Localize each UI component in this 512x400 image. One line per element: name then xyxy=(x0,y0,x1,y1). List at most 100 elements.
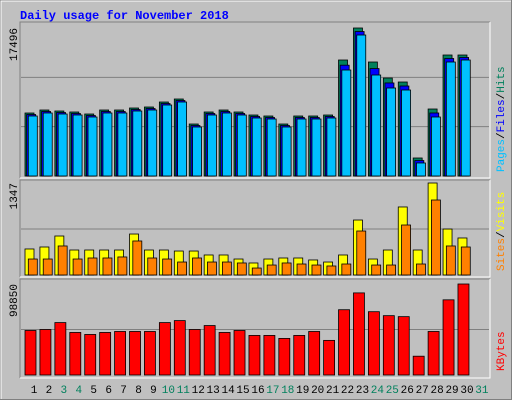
bar xyxy=(203,325,216,376)
x-tick-label: 16 xyxy=(251,385,264,397)
legend: Sites/Visits xyxy=(496,192,508,271)
bar xyxy=(42,258,53,276)
bar xyxy=(158,322,171,376)
bar xyxy=(460,59,471,177)
x-tick-label: 28 xyxy=(431,385,444,397)
bar xyxy=(401,89,411,177)
bar xyxy=(356,34,367,177)
bar xyxy=(281,126,292,177)
x-tick-label: 20 xyxy=(311,385,324,397)
bar xyxy=(251,267,262,276)
bar xyxy=(87,257,98,276)
legend-separator: / xyxy=(496,132,508,139)
bar xyxy=(236,262,247,276)
bar xyxy=(431,199,441,276)
bar xyxy=(233,330,246,376)
bar xyxy=(144,331,156,376)
bar xyxy=(442,299,455,376)
bar xyxy=(54,322,67,376)
bar xyxy=(382,315,395,376)
bar xyxy=(326,265,337,276)
bar xyxy=(278,338,291,376)
bar xyxy=(87,116,98,177)
legend: Pages/Files/Hits xyxy=(496,66,508,172)
bar xyxy=(162,258,173,276)
bar xyxy=(207,114,217,177)
bar xyxy=(102,112,113,177)
bar xyxy=(353,292,365,376)
bar xyxy=(296,263,307,276)
bar xyxy=(39,329,52,376)
bar xyxy=(248,335,261,376)
legend-entry: Hits xyxy=(496,66,508,92)
bar xyxy=(281,262,292,276)
bar xyxy=(72,258,83,276)
bar xyxy=(188,329,201,376)
legend-separator: / xyxy=(496,93,508,100)
bar xyxy=(147,109,158,177)
x-tick-label: 9 xyxy=(150,385,157,397)
x-tick-label: 5 xyxy=(90,385,97,397)
bar xyxy=(445,245,456,276)
bar xyxy=(338,309,350,376)
x-tick-label: 18 xyxy=(281,385,294,397)
bar xyxy=(371,74,382,177)
bar xyxy=(72,114,83,177)
bar xyxy=(24,330,37,376)
bar xyxy=(27,258,38,276)
bar xyxy=(311,118,322,177)
x-tick-label: 24 xyxy=(371,385,385,397)
bar xyxy=(356,230,367,276)
bar xyxy=(445,61,456,177)
x-tick-label: 17 xyxy=(266,385,279,397)
bar xyxy=(132,110,143,177)
chart-title: Daily usage for November 2018 xyxy=(20,9,229,23)
bar xyxy=(57,113,68,177)
x-tick-label: 4 xyxy=(75,385,82,397)
bar xyxy=(221,112,232,177)
bar xyxy=(311,264,322,276)
x-tick-label: 7 xyxy=(120,385,127,397)
bar xyxy=(207,261,217,276)
bar xyxy=(117,256,128,276)
x-tick-label: 6 xyxy=(105,385,112,397)
x-tick-label: 26 xyxy=(401,385,414,397)
bar xyxy=(401,224,411,276)
bar xyxy=(192,126,202,177)
x-tick-label: 25 xyxy=(386,385,399,397)
bar xyxy=(117,112,128,177)
bar xyxy=(147,257,158,276)
x-tick-label: 3 xyxy=(61,385,68,397)
x-tick-label: 30 xyxy=(460,385,473,397)
x-tick-label: 11 xyxy=(177,385,191,397)
bar xyxy=(114,331,126,376)
bar xyxy=(129,331,141,376)
bar xyxy=(457,283,470,376)
panel-bevel xyxy=(19,21,490,178)
x-tick-label: 15 xyxy=(236,385,249,397)
bar xyxy=(293,335,306,376)
bar xyxy=(102,257,113,276)
x-tick-label: 31 xyxy=(475,385,489,397)
y-tick-label: 1347 xyxy=(9,183,21,209)
bar xyxy=(416,263,426,276)
bar xyxy=(460,246,471,276)
panel-bevel xyxy=(20,22,491,179)
panel-bevel xyxy=(20,279,491,379)
bar xyxy=(69,332,82,376)
bar xyxy=(341,263,352,276)
legend-entry: Files xyxy=(496,99,508,132)
bar xyxy=(397,316,410,376)
bar xyxy=(27,115,38,177)
y-tick-label: 98850 xyxy=(9,284,21,317)
bar xyxy=(57,245,68,276)
bar xyxy=(367,311,380,376)
panel-bevel xyxy=(19,179,490,277)
x-tick-label: 22 xyxy=(341,385,354,397)
bar xyxy=(42,112,53,177)
bar xyxy=(221,261,232,276)
bar xyxy=(263,335,276,376)
bar xyxy=(323,339,336,376)
bar xyxy=(236,114,247,177)
